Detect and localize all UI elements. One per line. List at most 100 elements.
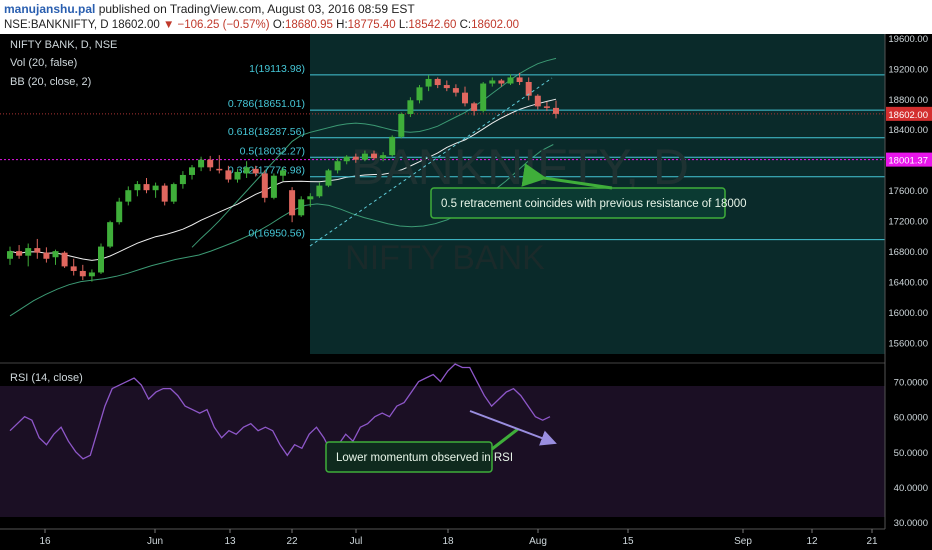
time-tick-label: Sep — [734, 536, 752, 547]
candle-body — [243, 167, 250, 174]
candle-body — [489, 80, 496, 84]
candle-body — [452, 88, 459, 93]
candle-body — [280, 170, 286, 176]
price-tick-label: 17200.00 — [888, 217, 928, 228]
price-tick-label: 18800.00 — [888, 95, 928, 106]
low-value: 18542.60 — [408, 19, 457, 31]
rsi-tick-label: 40.0000 — [894, 483, 928, 494]
candle-body — [407, 100, 414, 114]
candle-body — [398, 114, 405, 137]
publish-line: manujanshu.pal published on TradingView.… — [4, 2, 415, 16]
legend-vol: Vol (20, false) — [10, 57, 77, 69]
close-value: 18602.00 — [471, 19, 520, 31]
candle-body — [352, 156, 359, 160]
resistance-tag-bg — [886, 152, 932, 167]
close-label: C: — [459, 19, 472, 31]
time-tick-label: Jun — [147, 536, 163, 547]
fib-label: 0.618(18287.56) — [228, 126, 305, 138]
published-text: published on TradingView.com, August 03,… — [98, 2, 415, 16]
fib-annotation-box — [430, 187, 726, 219]
rsi-tick-label: 70.0000 — [894, 378, 928, 389]
candle-body — [270, 175, 277, 198]
candle-body — [325, 170, 332, 186]
candle-body — [198, 159, 205, 168]
chart-canvas[interactable]: 1(19113.98) 0.786(18651.01) 0.618(18287.56… — [0, 34, 932, 550]
candle-body — [371, 153, 377, 159]
high-label: H: — [336, 19, 348, 31]
fib-annotation[interactable]: 0.5 retracement coincides with previous … — [430, 163, 747, 219]
symbol-label: NSE:BANKNIFTY, D — [4, 19, 109, 31]
high-value: 18775.40 — [347, 19, 396, 31]
price-tick-label: 17600.00 — [888, 186, 928, 197]
candle-body — [316, 185, 323, 197]
last-price: 18602.00 — [111, 19, 160, 31]
candle-body — [425, 78, 432, 87]
candle-body — [125, 190, 132, 202]
price-tick-label: 19600.00 — [888, 34, 928, 45]
candle-body — [343, 156, 350, 162]
resistance-tag-label: 18001.37 — [888, 156, 928, 167]
candle-body — [161, 185, 168, 202]
time-tick-label: 22 — [286, 536, 298, 547]
candle-body — [307, 196, 314, 200]
candle-body — [261, 173, 268, 198]
candle-body — [361, 153, 368, 160]
candle-body — [34, 248, 41, 253]
bb-upper — [191, 57, 557, 248]
candles — [7, 72, 559, 282]
candle-body — [143, 184, 150, 191]
price-axis-ticks: 19600.0019200.0018800.0018400.0018000.00… — [886, 34, 932, 529]
time-tick-label: 18 — [442, 536, 454, 547]
candle-body — [189, 167, 195, 175]
candle-body — [43, 252, 50, 259]
price-tick-label: 16800.00 — [888, 247, 928, 258]
time-tick-label: 16 — [39, 536, 51, 547]
rsi-tick-label: 60.0000 — [894, 413, 928, 424]
author-link[interactable]: manujanshu.pal — [4, 2, 96, 16]
candle-body — [70, 266, 77, 271]
watermark-line2: NIFTY BANK — [345, 239, 545, 277]
fib-levels: 1(19113.98) 0.786(18651.01) 0.618(18287.56… — [228, 63, 885, 241]
rsi-tick-label: 30.0000 — [894, 518, 928, 529]
candle-body — [516, 77, 523, 82]
legend-title: NIFTY BANK, D, NSE — [10, 39, 117, 51]
time-tick-label: 15 — [622, 536, 634, 547]
price-tick-label: 18400.00 — [888, 125, 928, 136]
rsi-plot — [9, 363, 551, 460]
fib-label: 0.5(18032.27) — [240, 145, 305, 157]
rsi-annotation-text: Lower momentum observed in RSI — [336, 452, 513, 464]
candle-body — [234, 171, 241, 180]
fib-anchor-line — [309, 77, 553, 247]
rsi-line — [9, 363, 551, 460]
watermark-line1: BANKNIFTY, D — [351, 139, 689, 195]
candle-body — [16, 251, 23, 256]
candle-body — [525, 82, 532, 96]
legend-bb: BB (20, close, 2) — [10, 76, 91, 88]
rsi-annotation[interactable]: Lower momentum observed in RSI — [325, 410, 557, 473]
rsi-trend-arrow — [469, 410, 557, 446]
candle-body — [79, 270, 86, 277]
rsi-tick-label: 50.0000 — [894, 448, 928, 459]
time-axis[interactable]: 16 Jun 13 22 Jul 18 Aug 15 Sep 12 21 — [39, 529, 878, 547]
candle-body — [252, 168, 259, 174]
fib-annotation-text: 0.5 retracement coincides with previous … — [441, 198, 747, 210]
legend-rsi: RSI (14, close) — [10, 372, 83, 384]
candle-body — [216, 168, 223, 171]
candle-body — [25, 248, 32, 256]
time-tick-label: 13 — [224, 536, 236, 547]
candle-body — [334, 161, 341, 171]
rsi-annotation-pointer — [491, 427, 519, 451]
candle-body — [61, 252, 68, 267]
low-label: L: — [398, 19, 409, 31]
candle-body — [380, 155, 387, 159]
candle-body — [443, 85, 450, 89]
candle-body — [553, 107, 559, 114]
candle-body — [434, 78, 441, 86]
fib-label: 0(16950.56) — [248, 228, 305, 240]
open-value: 18680.95 — [284, 19, 333, 31]
candle-body — [471, 103, 478, 111]
candle-body — [7, 251, 13, 259]
time-tick-label: Jul — [350, 536, 363, 547]
price-tag-bg — [886, 106, 932, 121]
fib-label: 0.786(18651.01) — [228, 98, 305, 110]
